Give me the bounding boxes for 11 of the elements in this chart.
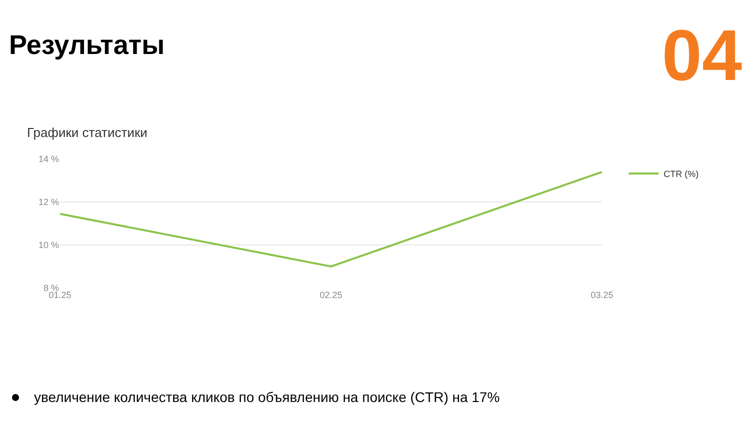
- x-tick-label: 01.25: [48, 290, 72, 300]
- chart-title: Результаты: [9, 30, 165, 61]
- chart-subtitle: Графики статистики: [27, 125, 148, 140]
- text: 04: [662, 16, 742, 96]
- y-tick-label: 12 %: [38, 197, 59, 208]
- x-tick-label: 02.25: [320, 290, 342, 300]
- y-tick-label: 10 %: [38, 240, 59, 250]
- text: увеличение количества кликов по объявлению на поиске (CTR) на 17%: [34, 389, 500, 405]
- legend-label: CTR (%): [664, 169, 699, 180]
- x-tick-label: 03.25: [590, 290, 614, 300]
- y-tick-label: 14 %: [38, 154, 59, 164]
